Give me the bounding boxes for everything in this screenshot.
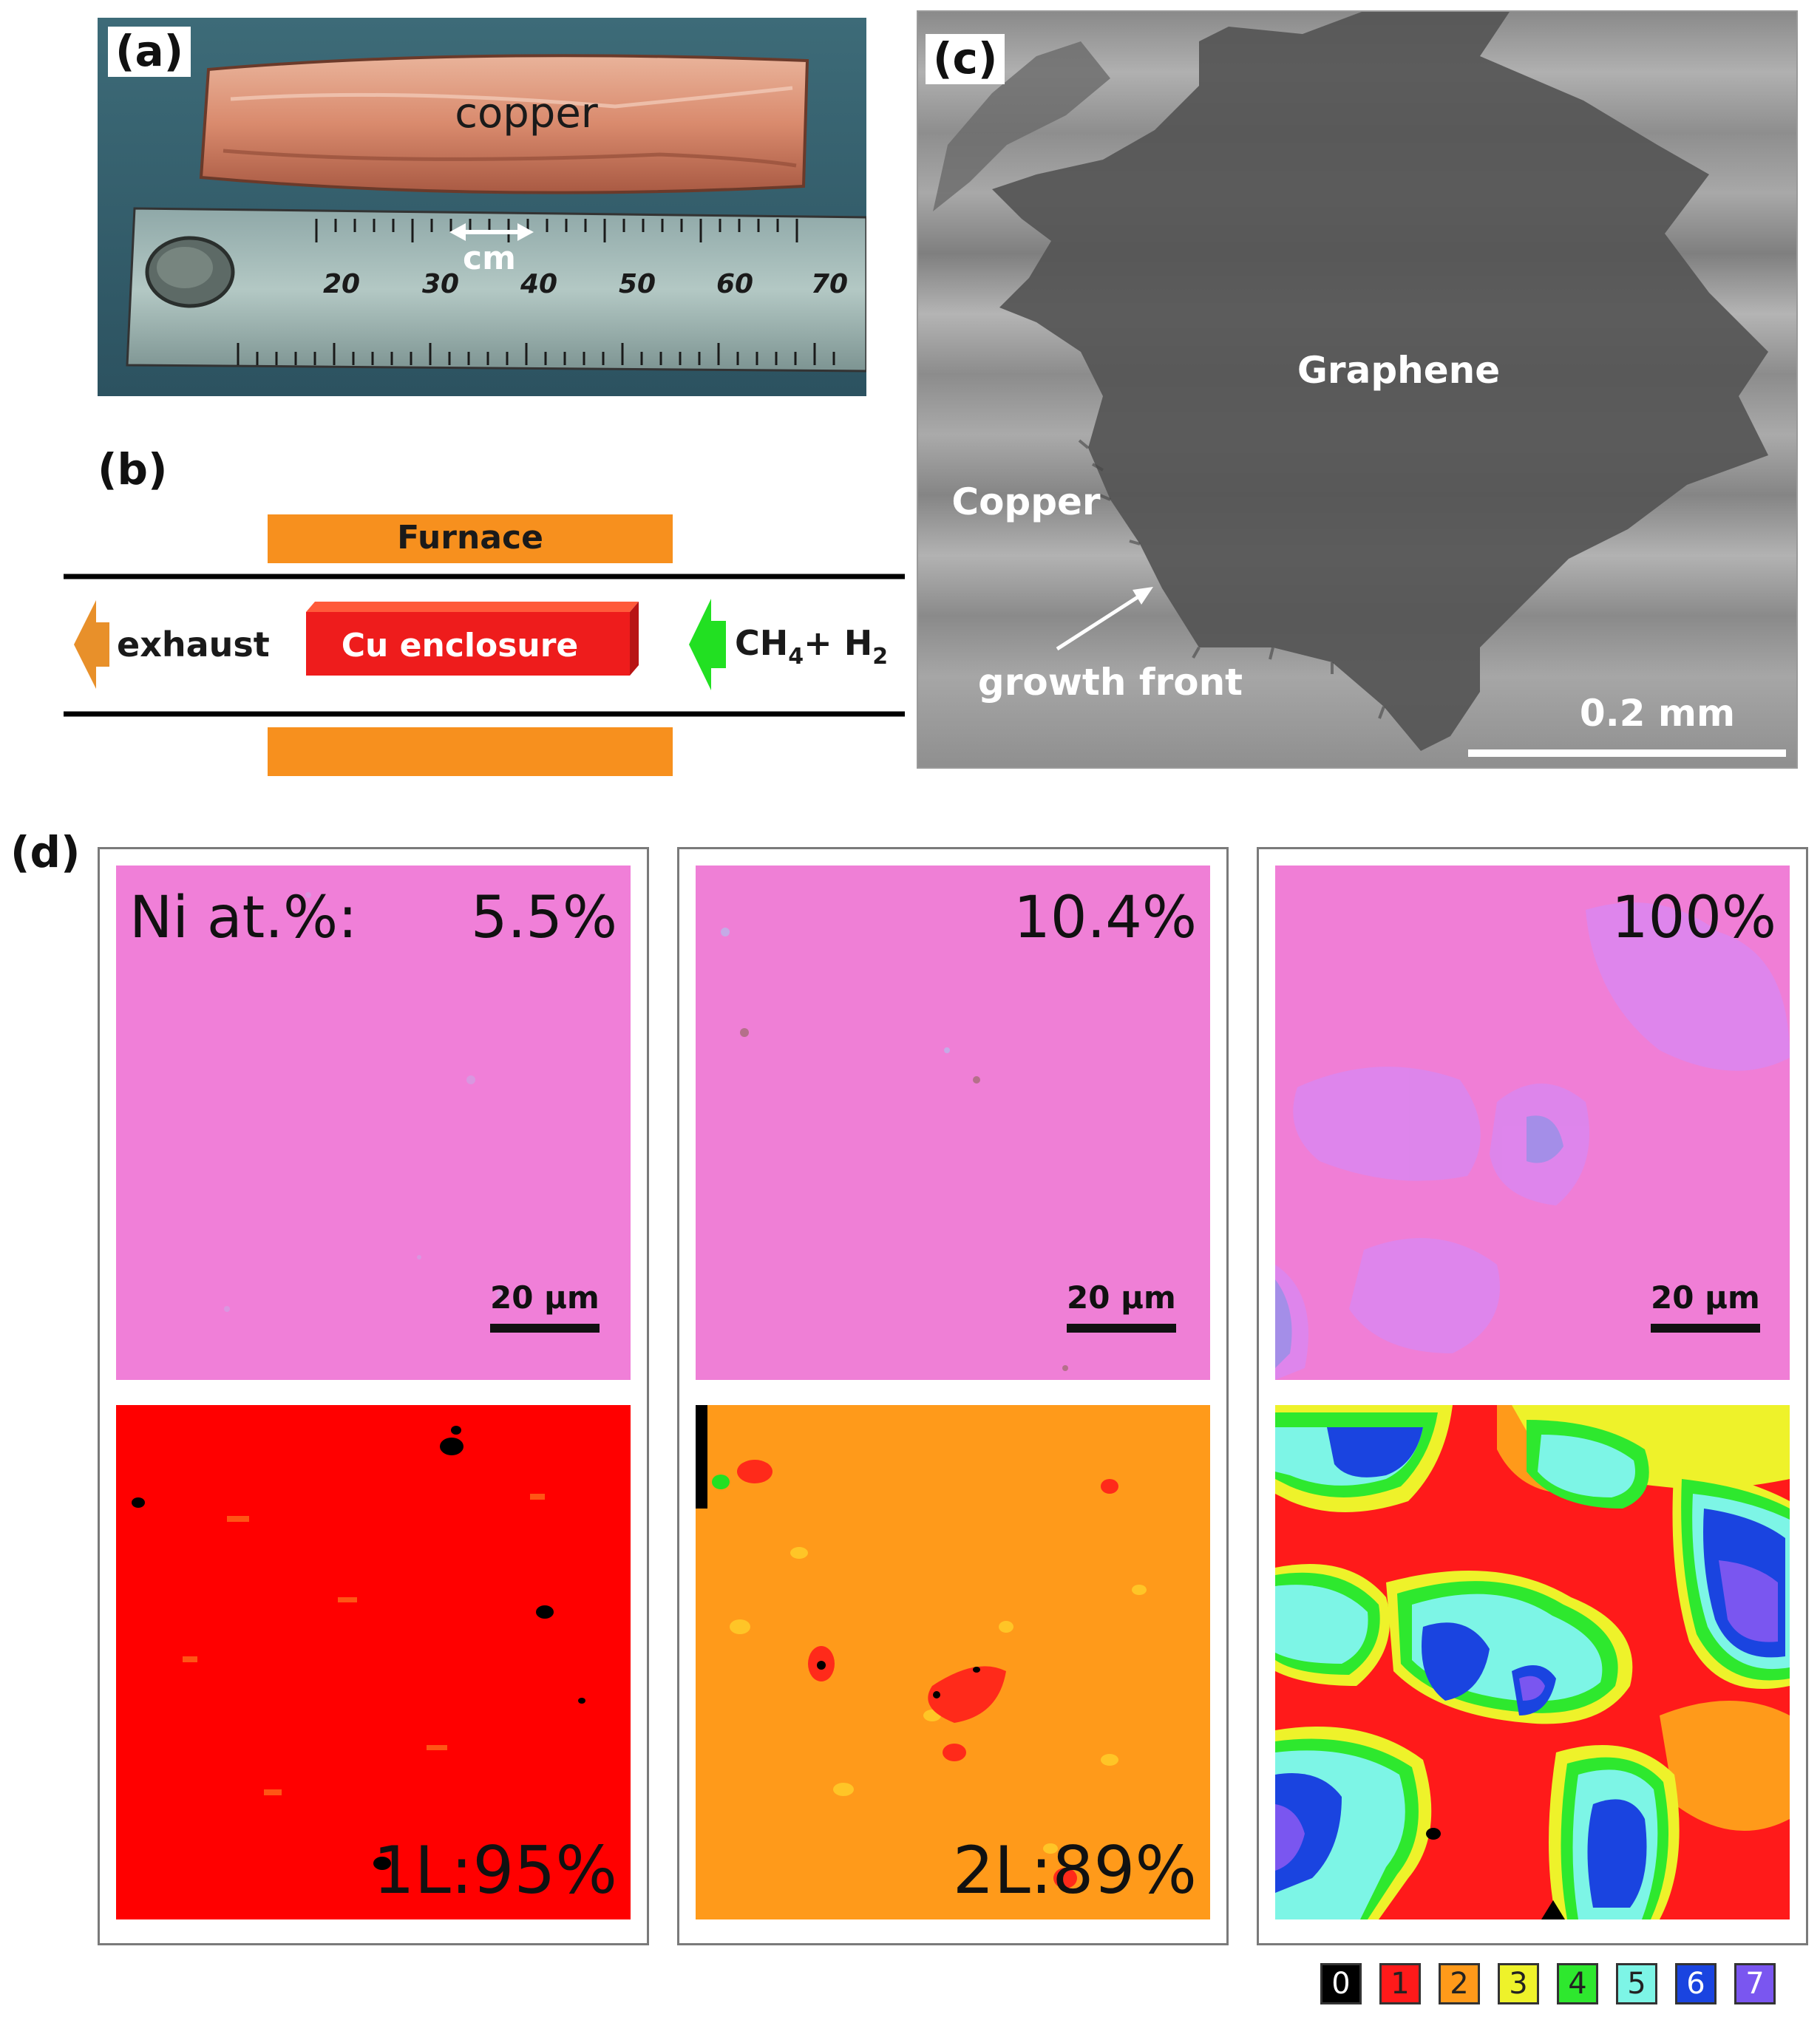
cm-double-arrow [449,223,534,241]
panel-c-sem: Graphene Copper growth front 0.2 mm [917,10,1798,769]
sem-image: Graphene Copper growth front 0.2 mm [918,12,1796,767]
furnace-label: Furnace [397,519,543,557]
optical-image-1 [116,866,631,1380]
cu-enclosure [306,612,630,676]
optical-image-2 [696,866,1210,1380]
ni-value-1: 5.5% [470,885,617,951]
enclosure-top-face [306,602,639,612]
panel-b-schematic: Furnace exhaust Cu enclosure CH4+ H2 [59,510,909,783]
exhaust-label: exhaust [117,625,270,664]
color-legend: 0 1 2 3 4 5 6 7 [1320,1963,1793,2009]
graphene-domain [992,12,1768,751]
ni-value-2: 10.4% [1013,885,1197,951]
graphene-label: Graphene [1297,349,1500,392]
furnace-bottom [268,727,673,776]
optical-image-3 [1275,866,1790,1380]
legend-swatch-1: 1 [1379,1963,1421,2004]
legend-swatch-2: 2 [1439,1963,1480,2004]
ch4-arrow-icon [689,599,726,690]
exhaust-arrow-icon [74,600,109,689]
ni-value-3: 100% [1612,885,1776,951]
legend-swatch-4: 4 [1557,1963,1598,2004]
panel-label-a: (a) [108,27,191,77]
ruler-number: 40 [520,269,557,299]
scale-bar-label-2: 20 μm [1067,1279,1176,1316]
raman-map-1 [116,1405,631,1919]
legend-swatch-6: 6 [1675,1963,1717,2004]
ruler-number: 70 [811,269,848,299]
gas-label: CH4+ H2 [735,623,888,670]
legend-swatch-3: 3 [1498,1963,1539,2004]
legend-swatch-7: 7 [1734,1963,1776,2004]
furnace-top [268,514,673,563]
panel-label-d: (d) [10,827,81,877]
column-1-box: Ni at.%: 5.5% 20 μm 1L:95% [98,847,649,1945]
enclosure-side-face [630,602,639,676]
growth-front-arrow [1056,587,1153,651]
panel-label-c: (c) [926,34,1005,84]
ruler-number: 50 [619,269,656,299]
scale-bar-label-3: 20 μm [1651,1279,1760,1316]
scale-bar-1 [490,1324,600,1333]
raman-map-2 [696,1405,1210,1919]
column-2-box: 10.4% 20 μm 2L:89% [677,847,1229,1945]
copper-label: copper [455,89,599,137]
panel-label-b: (b) [98,444,168,494]
legend-swatch-5: 5 [1616,1963,1657,2004]
ruler-number: 60 [716,269,753,299]
cm-label: cm [463,239,516,277]
scale-bar-3 [1651,1324,1760,1333]
legend-swatch-0: 0 [1320,1963,1362,2004]
layer-value-2: 2L:89% [952,1832,1197,1908]
copper-ruler-photo: 20 30 40 50 60 70 cm copper [98,18,868,396]
panel-a: 20 30 40 50 60 70 cm copper [98,18,868,396]
layer-value-1: 1L:95% [373,1832,617,1908]
scale-bar [1468,749,1786,757]
column-3-box: 100% 20 μm [1257,847,1808,1945]
growth-front-label: growth front [978,661,1243,704]
copper-region-label: Copper [951,480,1101,523]
ni-label: Ni at.%: [129,885,358,951]
ruler-number: 30 [422,269,459,299]
cu-enclosure-label: Cu enclosure [342,627,579,664]
scale-bar-label: 0.2 mm [1580,692,1735,735]
raman-map-3 [1275,1405,1790,1919]
scale-bar-label-1: 20 μm [490,1279,600,1316]
scale-bar-2 [1067,1324,1176,1333]
ruler-number: 20 [323,269,360,299]
